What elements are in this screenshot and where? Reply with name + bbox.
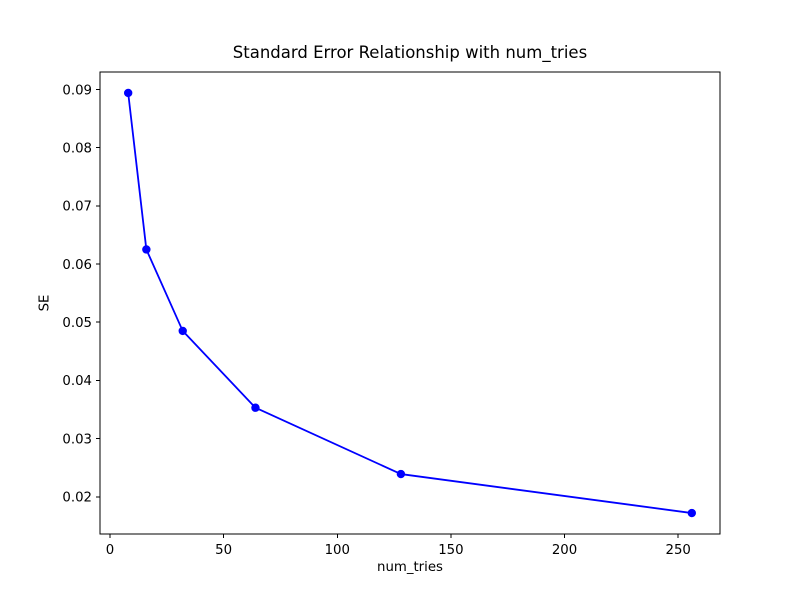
x-tick-label: 50 — [215, 543, 232, 558]
y-tick-label: 0.06 — [62, 258, 92, 273]
data-point-marker — [142, 245, 151, 254]
y-tick-label: 0.04 — [62, 374, 92, 389]
data-point-marker — [396, 469, 406, 479]
data-point-marker — [123, 88, 133, 98]
y-tick-label: 0.05 — [62, 316, 92, 331]
chart-title: Standard Error Relationship with num_tri… — [232, 43, 588, 62]
x-tick-label: 100 — [325, 543, 350, 558]
x-axis-label: num_tries — [377, 560, 443, 575]
x-tick-label: 150 — [438, 543, 463, 558]
axes-box — [99, 71, 721, 535]
x-tick-label: 200 — [552, 543, 577, 558]
data-point-marker — [251, 403, 260, 412]
y-axis-label: SE — [37, 294, 53, 312]
y-tick-label: 0.07 — [62, 200, 92, 215]
data-line — [127, 92, 693, 514]
y-tick-label: 0.08 — [62, 141, 92, 156]
data-point-marker — [687, 508, 697, 518]
x-tick-label: 250 — [665, 543, 690, 558]
y-tick-label: 0.03 — [62, 432, 92, 447]
y-tick-label: 0.09 — [62, 83, 92, 98]
y-tick-label: 0.02 — [62, 491, 92, 506]
data-point-marker — [178, 326, 187, 336]
x-tick-label: 0 — [106, 543, 114, 558]
